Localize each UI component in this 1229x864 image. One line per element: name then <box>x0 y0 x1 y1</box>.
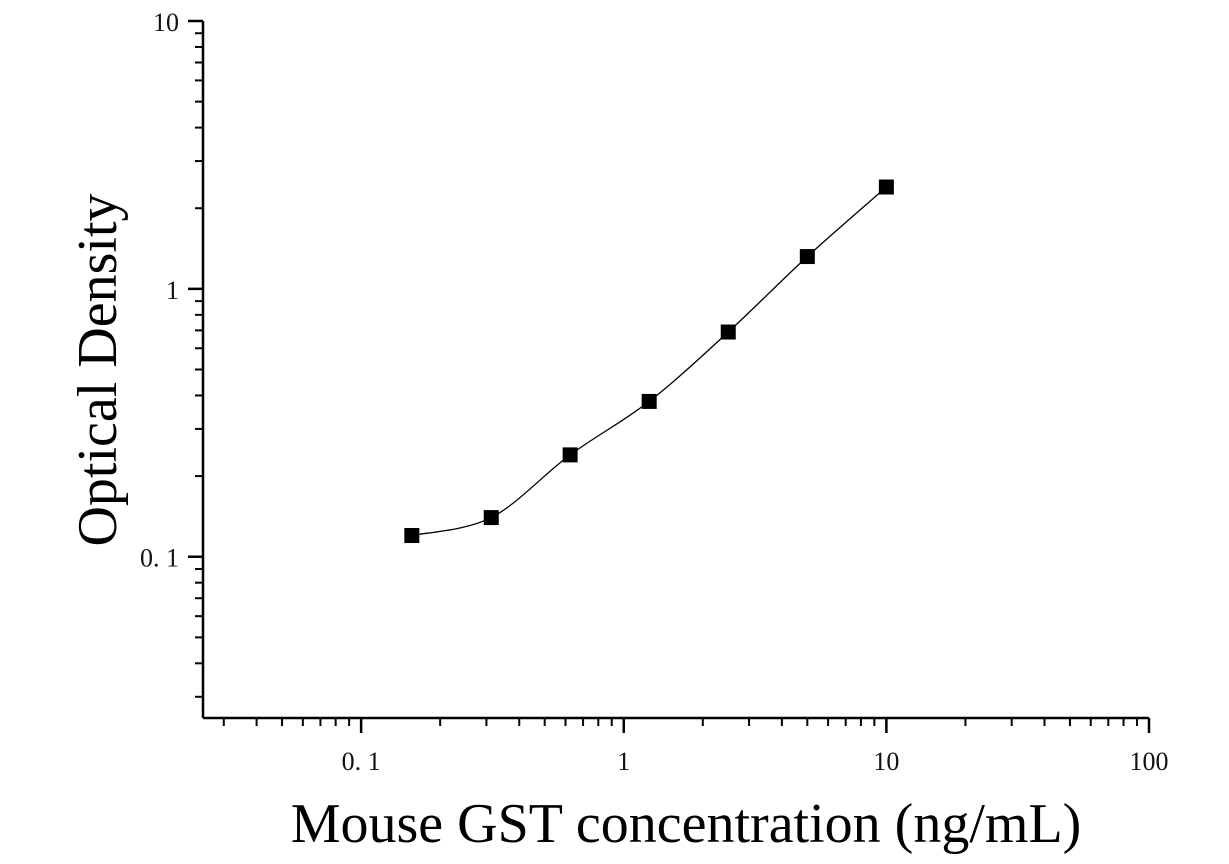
x-tick-label: 100 <box>1130 747 1169 776</box>
data-point <box>720 324 736 340</box>
y-tick-label: 10 <box>153 8 179 37</box>
major-ticks <box>188 19 1151 733</box>
data-point <box>562 447 578 463</box>
data-point <box>799 249 815 265</box>
x-tick-label: 1 <box>617 747 630 776</box>
fit-curve <box>411 186 887 537</box>
x-axis-title: Mouse GST concentration (ng/mL) <box>291 793 1082 855</box>
y-tick-label: 0. 1 <box>140 544 179 573</box>
minor-ticks <box>195 32 1138 726</box>
y-tick-labels: 0. 1 1 10 <box>140 8 179 573</box>
x-tick-labels: 0. 1 1 10 100 <box>342 747 1169 776</box>
y-axis-title: Optical Density <box>67 193 129 546</box>
data-point <box>404 528 420 544</box>
y-tick-label: 1 <box>166 276 179 305</box>
x-tick-label: 0. 1 <box>342 747 381 776</box>
data-point <box>878 179 894 195</box>
data-point <box>483 510 499 526</box>
data-points <box>404 179 894 544</box>
x-tick-label: 10 <box>873 747 899 776</box>
data-point <box>641 393 657 409</box>
